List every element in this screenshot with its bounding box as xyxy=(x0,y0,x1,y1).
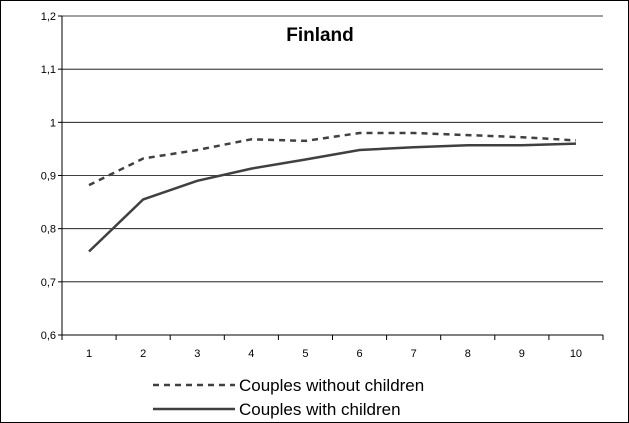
x-tick-label: 6 xyxy=(356,348,362,360)
x-tick-label: 8 xyxy=(465,348,471,360)
x-tick-label: 1 xyxy=(86,348,92,360)
y-tick-label: 0,8 xyxy=(41,224,56,236)
axes: 0,6 0,7 0,8 0,9 1 1,1 1,2 1 2 3 4 5 6 7 8 9 10 xyxy=(41,11,604,360)
series-line-with-children xyxy=(88,142,577,253)
series xyxy=(88,131,577,253)
x-tick-label: 4 xyxy=(248,348,254,360)
gridlines xyxy=(62,15,603,283)
x-tick-label: 3 xyxy=(194,348,200,360)
y-tick-label: 1,2 xyxy=(41,11,56,23)
x-tick-label: 7 xyxy=(411,348,417,360)
legend-label: Couples without children xyxy=(239,376,424,395)
y-tick-label: 1 xyxy=(50,117,56,129)
y-tick-label: 0,7 xyxy=(41,277,56,289)
x-tick-label: 9 xyxy=(519,348,525,360)
x-tick-label: 5 xyxy=(302,348,308,360)
chart-title: Finland xyxy=(286,25,354,46)
x-tick-label: 2 xyxy=(140,348,146,360)
legend-label: Couples with children xyxy=(239,400,401,419)
y-tick-label: 1,1 xyxy=(41,64,56,76)
x-tick-label: 10 xyxy=(570,348,582,360)
y-tick-label: 0,9 xyxy=(41,171,56,183)
y-tick-label: 0,6 xyxy=(41,330,56,342)
legend: Couples without children Couples with chi… xyxy=(153,376,424,419)
